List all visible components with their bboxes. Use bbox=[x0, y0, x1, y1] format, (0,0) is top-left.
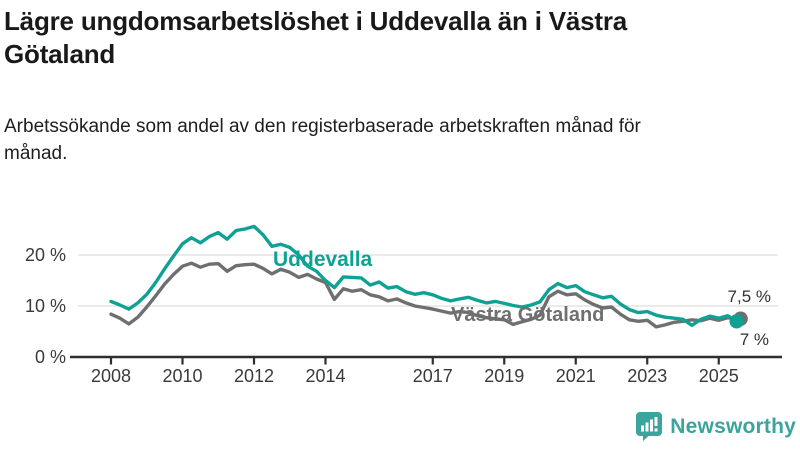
y-axis-label: 20 % bbox=[24, 245, 66, 265]
x-axis-label: 2014 bbox=[305, 366, 346, 386]
end-dot-uddevalla bbox=[729, 314, 744, 329]
x-axis-label: 2019 bbox=[484, 366, 525, 386]
x-axis-label: 2017 bbox=[412, 366, 453, 386]
newsworthy-logo: Newsworthy bbox=[636, 412, 796, 441]
y-axis-label: 10 % bbox=[24, 296, 66, 316]
x-axis-label: 2008 bbox=[90, 366, 132, 386]
series-line-vastra-gotaland bbox=[109, 261, 739, 329]
x-axis-label: 2025 bbox=[698, 366, 739, 386]
series-label-vastra-gotaland: Västra Götaland bbox=[451, 304, 605, 326]
page-title: Lägre ungdomsarbetslöshet i Uddevalla än… bbox=[4, 6, 628, 70]
bar-chart-speech-bubble-icon bbox=[636, 412, 663, 441]
brand-name: Newsworthy bbox=[670, 414, 796, 438]
x-axis-label: 2021 bbox=[555, 366, 596, 386]
x-axis-label: 2010 bbox=[162, 366, 203, 386]
series-label-uddevalla: Uddevalla bbox=[273, 248, 373, 271]
end-value-label-uddevalla: 7 % bbox=[739, 330, 769, 349]
chart-subtitle: Arbetssökande som andel av den registerb… bbox=[4, 116, 641, 164]
end-value-label-vastra-gotaland: 7,5 % bbox=[727, 287, 771, 306]
y-axis-label: 0 % bbox=[34, 347, 66, 367]
series-line-uddevalla bbox=[109, 224, 739, 328]
x-axis-label: 2023 bbox=[627, 366, 668, 386]
x-axis-label: 2012 bbox=[233, 366, 275, 386]
